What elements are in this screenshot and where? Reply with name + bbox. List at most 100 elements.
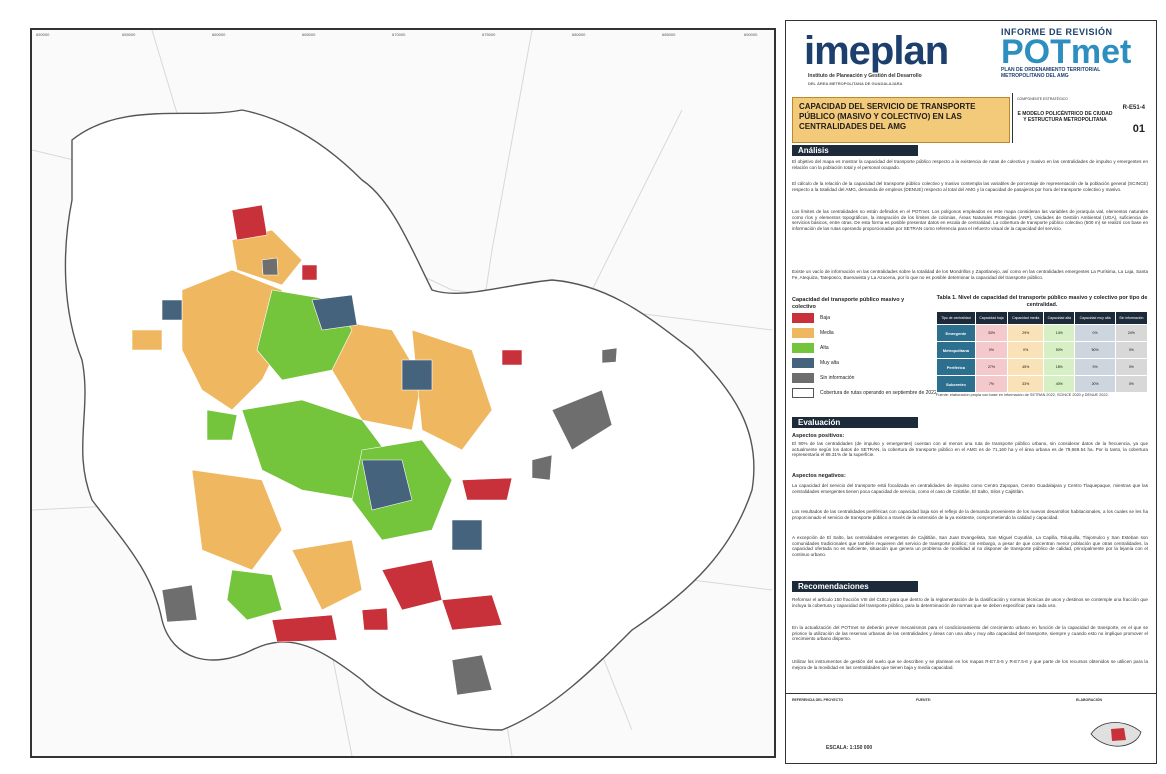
centrality-alta	[206, 409, 238, 441]
legend-label: Cobertura de rutas operando en septiembr…	[820, 390, 937, 396]
centrality-muy-alta	[361, 459, 413, 511]
coord-label: 650000	[36, 32, 50, 37]
centrality-media	[291, 539, 363, 611]
table-header: Capacidad baja	[974, 311, 1009, 325]
recommendation-2: En la actualización del POTmet se deberá…	[792, 625, 1148, 642]
table-title: Tabla 1. Nivel de capacidad del transpor…	[936, 295, 1148, 308]
table-cell: 9%	[1074, 358, 1116, 376]
centralities	[131, 204, 618, 696]
table-row: Periférica 27% 45% 18% 9% 0%	[936, 358, 1149, 376]
model-label: E MODELO POLICÉNTRICO DE CIUDAD Y ESTRUC…	[1017, 111, 1113, 123]
table-cell: 0%	[1007, 341, 1045, 359]
table-row: Subcentro 7% 33% 40% 20% 0%	[936, 375, 1149, 393]
analysis-header: Análisis	[792, 145, 918, 156]
table-cell: 0%	[1114, 375, 1149, 393]
analysis-p1: El objetivo del mapa es mostrar la capac…	[792, 159, 1148, 170]
footer-elaboracion: ELABORACIÓN	[1076, 698, 1103, 702]
centrality-sin-info	[601, 347, 618, 364]
centrality-baja	[361, 607, 389, 631]
evaluation-header: Evaluación	[792, 417, 918, 428]
coord-label: 665000	[302, 32, 316, 37]
table-cell: 20%	[1074, 375, 1116, 393]
positive-title: Aspectos positivos:	[792, 433, 845, 439]
negative-title: Aspectos negativos:	[792, 473, 846, 479]
imeplan-subtitle: Instituto de Planeación y Gestión del De…	[808, 73, 922, 79]
centrality-sin-info	[261, 257, 279, 276]
table-note: Fuente: elaboración propia con base en i…	[936, 393, 1109, 397]
centrality-baja	[461, 477, 513, 501]
table-cell: 33%	[974, 324, 1009, 342]
table-cell: 7%	[974, 375, 1009, 393]
positive-1: El 90% de las centralidades (de impulso …	[792, 441, 1148, 458]
coord-label: 675000	[482, 32, 496, 37]
recommendation-1: Reformar el artículo 150 fracción VIII d…	[792, 597, 1148, 608]
negative-1: La capacidad del servicio del transporte…	[792, 483, 1148, 494]
table-cell: 40%	[1043, 375, 1076, 393]
table-row-header: Metropolitana	[936, 341, 976, 359]
centrality-baja	[501, 349, 523, 366]
analysis-p3: Los límites de las centralidades no está…	[792, 209, 1148, 231]
table-cell: 33%	[1007, 375, 1045, 393]
potmet-line3: PLAN DE ORDENAMIENTO TERRITORIAL	[1001, 67, 1101, 73]
table-header: Tipo de centralidad	[936, 311, 976, 325]
centrality-sin-info	[451, 654, 493, 696]
table-cell: 0%	[1074, 324, 1116, 342]
negative-2: Los resultados de las centralidades peri…	[792, 509, 1148, 520]
table-row: Emergente 33% 29% 14% 0% 24%	[936, 324, 1149, 342]
centrality-muy-alta	[311, 294, 358, 331]
coord-label: 655000	[122, 32, 136, 37]
table-cell: 24%	[1114, 324, 1149, 342]
centrality-baja	[231, 204, 268, 241]
potmet-line4: METROPOLITANO DEL AMG	[1001, 73, 1069, 79]
legend-swatch	[792, 313, 814, 323]
table-header-row: Tipo de centralidad Capacidad baja Capac…	[936, 311, 1149, 325]
footer-scale: ESCALA: 1:150 000	[826, 745, 873, 751]
negative-3: A excepción de El Salto, las centralidad…	[792, 535, 1148, 557]
capacity-table: Tipo de centralidad Capacidad baja Capac…	[936, 311, 1149, 393]
table-header: Sin información	[1114, 311, 1149, 325]
centrality-baja	[271, 614, 338, 643]
coord-label: 670000	[392, 32, 406, 37]
legend-label: Sin información	[820, 375, 855, 381]
centrality-muy-alta	[161, 299, 183, 321]
potmet-line1: INFORME DE REVISIÓN	[1001, 27, 1113, 37]
map-code: R-E51-4	[1122, 105, 1145, 111]
analysis-p4: Existe un vacío de información en las ce…	[792, 269, 1148, 280]
legend-title: Capacidad del transporte público masivo …	[792, 297, 905, 310]
centrality-sin-info	[551, 389, 613, 451]
centrality-baja	[301, 264, 318, 281]
map-title: CAPACIDAD DEL SERVICIO DE TRANSPORTE PÚB…	[799, 102, 976, 131]
table-row-header: Emergente	[936, 324, 976, 342]
map-frame[interactable]: 650000 655000 660000 665000 670000 67500…	[30, 28, 776, 758]
coord-label: 660000	[212, 32, 226, 37]
footer-fuente: FUENTE:	[916, 698, 932, 702]
legend-swatch	[792, 388, 814, 398]
table-cell: 0%	[974, 341, 1009, 359]
centrality-baja	[441, 594, 503, 631]
map-title-box: CAPACIDAD DEL SERVICIO DE TRANSPORTE PÚB…	[792, 97, 1010, 143]
coord-label: 680000	[572, 32, 586, 37]
legend-swatch	[792, 343, 814, 353]
table-cell: 0%	[1114, 341, 1149, 359]
legend-label: Media	[820, 330, 834, 336]
centrality-muy-alta	[451, 519, 483, 551]
centrality-sin-info	[161, 584, 198, 623]
legend-label: Baja	[820, 315, 831, 321]
centrality-muy-alta	[401, 359, 433, 391]
table-cell: 0%	[1114, 358, 1149, 376]
map-canvas	[32, 30, 773, 756]
table-cell: 29%	[1007, 324, 1045, 342]
meta-box: COMPONENTE ESTRATÉGICO E MODELO POLICÉNT…	[1012, 93, 1151, 143]
legend-swatch	[792, 373, 814, 383]
table-header: Capacidad media	[1007, 311, 1045, 325]
recommendation-3: Utilizar los instrumentos de gestión del…	[792, 659, 1148, 670]
table-cell: 50%	[1043, 341, 1076, 359]
component-label: COMPONENTE ESTRATÉGICO	[1017, 97, 1068, 101]
potmet-line2: POTmet	[1001, 33, 1132, 71]
table-cell: 45%	[1007, 358, 1045, 376]
table-row: Metropolitana 0% 0% 50% 50% 0%	[936, 341, 1149, 359]
recommendations-header: Recomendaciones	[792, 581, 918, 592]
info-panel: imeplan Instituto de Planeación y Gestió…	[785, 20, 1157, 764]
coord-label: 690000	[744, 32, 758, 37]
